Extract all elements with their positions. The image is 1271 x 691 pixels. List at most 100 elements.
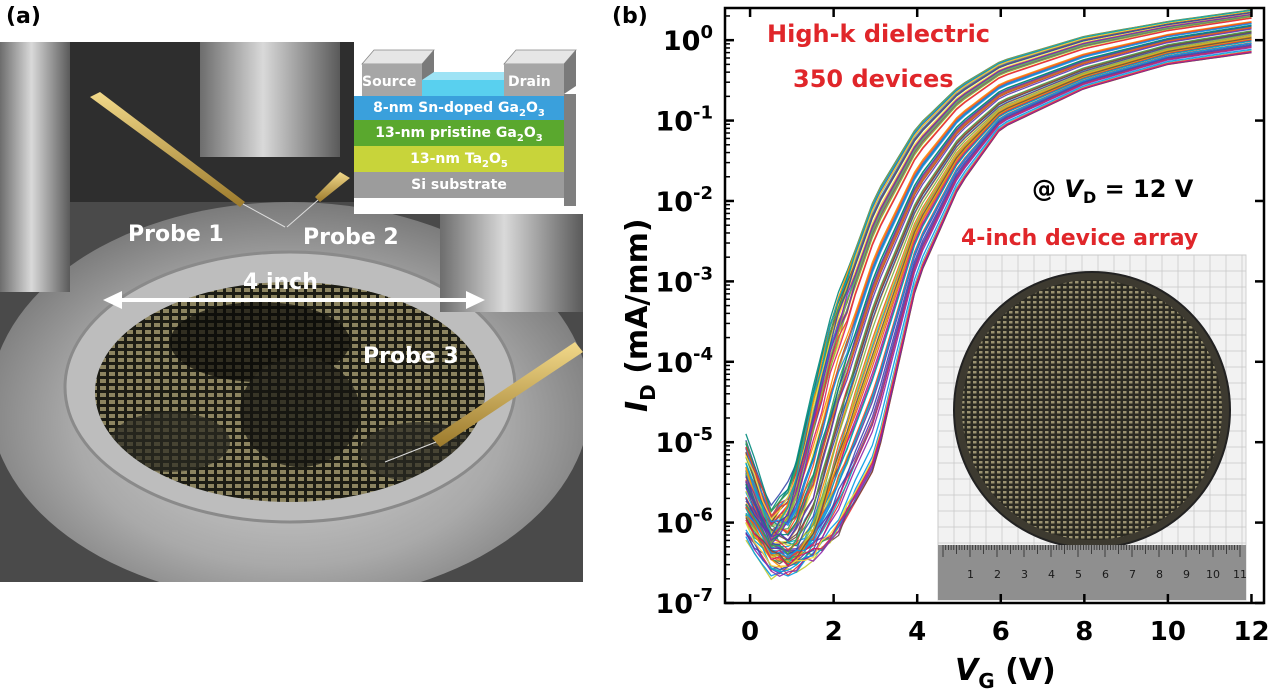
y-tick-base: 10 <box>655 348 693 379</box>
ruler-number: 8 <box>1156 568 1163 581</box>
device-curve <box>745 44 1252 571</box>
ruler-number: 10 <box>1206 568 1220 581</box>
device-curve <box>745 32 1252 556</box>
y-tick-base: 10 <box>655 267 693 298</box>
probe-station-photo: Probe 1 Probe 2 Probe 3 4 inch Source Dr… <box>0 42 583 582</box>
device-curve <box>745 33 1252 558</box>
probe-2-label: Probe 2 <box>303 225 399 250</box>
device-curve <box>745 48 1252 577</box>
ruler-number: 1 <box>967 568 974 581</box>
x-tick-label: 4 <box>908 617 926 647</box>
y-tick-label: 10-3 <box>655 263 713 298</box>
source-contact <box>362 64 422 96</box>
stack-layer-subscript: 2 <box>519 107 526 119</box>
stack-layer-label: 13-nm pristine Ga <box>375 125 517 141</box>
device-curve <box>745 40 1252 566</box>
wafer-size-label: 4 inch <box>243 270 318 295</box>
objective-lens-center <box>200 42 340 157</box>
probe-arm-1 <box>90 92 245 207</box>
stack-layer-label: Si substrate <box>411 177 507 193</box>
y-tick-label: 10-4 <box>655 344 713 379</box>
panel-a-label: (a) <box>6 4 41 29</box>
wafer-inset-photo: 1 2 3 4 5 6 7 8 9 10 11 <box>937 254 1247 601</box>
device-curve <box>745 42 1252 559</box>
device-curve <box>745 27 1252 534</box>
device-curve <box>745 12 1252 538</box>
device-curve <box>745 20 1252 519</box>
ruler-number: 4 <box>1048 568 1055 581</box>
device-curve <box>745 9 1252 538</box>
device-curve <box>745 37 1252 567</box>
y-tick-exponent: 0 <box>700 22 713 43</box>
probe-arm-3 <box>432 342 583 447</box>
y-tick-exponent: -7 <box>693 585 713 606</box>
device-curve <box>745 14 1252 545</box>
probe-3-label: Probe 3 <box>363 344 459 369</box>
x-tick-label: 10 <box>1150 617 1186 647</box>
y-tick-label: 10-1 <box>655 103 713 138</box>
stack-layer-subscript: 2 <box>516 132 524 144</box>
y-tick-exponent: -4 <box>693 344 713 365</box>
device-curve <box>745 16 1252 538</box>
inset-label: 4-inch device array <box>961 226 1198 251</box>
y-tick-label: 10-7 <box>655 585 713 620</box>
device-curve <box>745 28 1252 542</box>
device-curve <box>745 23 1252 525</box>
device-curve <box>745 17 1252 518</box>
objective-lens-left <box>0 42 70 292</box>
y-tick-label: 10-2 <box>655 183 713 218</box>
y-tick-label: 10-5 <box>655 424 713 459</box>
stack-layer-subscript: 5 <box>500 158 508 170</box>
x-tick-label: 0 <box>741 617 759 647</box>
device-curve <box>745 13 1252 542</box>
stack-layer-subscript: 2 <box>482 158 489 170</box>
y-tick-base: 10 <box>655 187 693 218</box>
stack-layer-subscript: 3 <box>537 107 545 119</box>
stack-layer-1: 8-nm Sn-doped Ga2O3 <box>354 96 564 120</box>
device-curve <box>745 30 1252 556</box>
stack-layer-label-part: O <box>525 100 538 116</box>
objective-lens-right <box>440 202 583 312</box>
device-curve <box>745 21 1252 537</box>
x-tick-label: 6 <box>992 617 1010 647</box>
x-tick-label: 2 <box>825 617 843 647</box>
ruler-number: 2 <box>994 568 1001 581</box>
x-axis-label: VG (V) <box>955 653 1056 691</box>
y-tick-base: 10 <box>655 509 693 540</box>
y-tick-exponent: -2 <box>693 183 713 204</box>
y-tick-exponent: -6 <box>693 505 713 526</box>
bias-condition: @ VD = 12 V <box>1032 175 1194 207</box>
ruler-number: 6 <box>1102 568 1109 581</box>
annotation-device-count: 350 devices <box>793 65 954 93</box>
stack-layer-label-part: O <box>489 151 501 167</box>
ruler-number: 5 <box>1075 568 1082 581</box>
y-tick-label: 10-6 <box>655 505 713 540</box>
y-tick-label: 100 <box>663 22 713 57</box>
drain-label: Drain <box>508 74 551 90</box>
device-curve <box>745 46 1252 575</box>
y-tick-exponent: -3 <box>693 263 713 284</box>
y-axis-label: ID (mA/mm) <box>620 218 660 412</box>
stack-layer-subscript: 3 <box>535 132 543 144</box>
ruler-number: 11 <box>1233 568 1247 581</box>
ruler-number: 7 <box>1129 568 1136 581</box>
stack-layer-3: 13-nm Ta2O5 <box>354 146 564 172</box>
layer-stack-inset: Source Drain 8-nm Sn-doped Ga2O3 13-nm pr… <box>354 42 583 214</box>
stack-layer-label: 13-nm Ta <box>410 151 483 167</box>
stack-layer-label: 8-nm Sn-doped Ga <box>373 100 519 116</box>
source-label: Source <box>362 74 417 90</box>
annotation-high-k: High-k dielectric <box>767 20 990 48</box>
y-tick-base: 10 <box>655 589 693 620</box>
x-tick-label: 8 <box>1075 617 1093 647</box>
transfer-curves <box>745 9 1252 581</box>
ruler-number: 9 <box>1183 568 1190 581</box>
y-tick-base: 10 <box>663 26 701 57</box>
id-vg-transfer-chart: 1 2 3 4 5 6 7 8 9 10 11 0 2 4 6 8 10 12 10010-110-210-31… <box>620 6 1270 691</box>
device-curve <box>745 50 1252 567</box>
y-tick-base: 10 <box>655 107 693 138</box>
device-curve <box>745 35 1252 563</box>
stack-layer-2: 13-nm pristine Ga2O3 <box>354 120 564 146</box>
device-curve <box>745 13 1252 521</box>
device-curve <box>745 24 1252 542</box>
probe-arm-2 <box>315 172 350 202</box>
